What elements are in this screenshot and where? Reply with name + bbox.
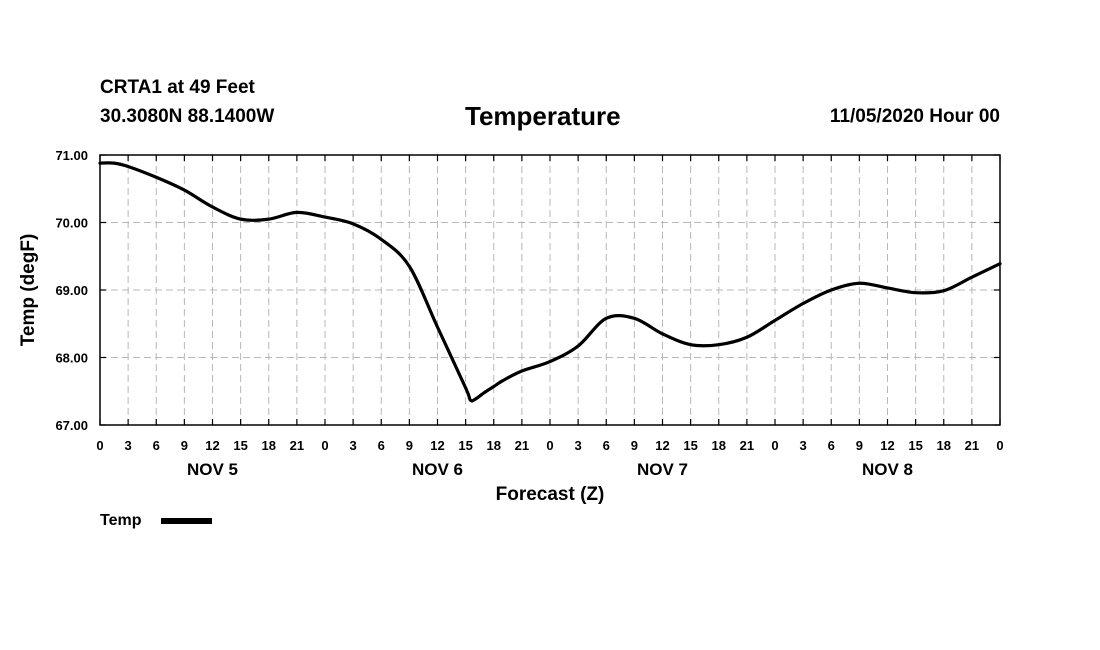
y-tick-label: 67.00 [55, 418, 88, 433]
x-tick-label: 18 [937, 438, 951, 453]
x-axis-title: Forecast (Z) [496, 484, 605, 505]
station-name: CRTA1 at 49 Feet [100, 77, 255, 98]
x-tick-label: 6 [153, 438, 160, 453]
forecast-run-time: 11/05/2020 Hour 00 [829, 106, 1000, 127]
x-tick-label: 0 [771, 438, 778, 453]
series-line-temp [98, 161, 1002, 403]
day-label: NOV 8 [862, 460, 913, 479]
y-tick-label: 68.00 [55, 351, 88, 366]
x-tick-label: 3 [125, 438, 132, 453]
x-tick-label: 3 [800, 438, 807, 453]
day-label: NOV 6 [412, 460, 463, 479]
x-tick-label: 0 [321, 438, 328, 453]
x-tick-label: 18 [262, 438, 276, 453]
x-tick-label: 9 [181, 438, 188, 453]
y-tick-label: 70.00 [55, 216, 88, 231]
x-tick-label: 0 [546, 438, 553, 453]
x-tick-label: 3 [575, 438, 582, 453]
x-tick-label: 15 [233, 438, 247, 453]
x-tick-label: 3 [350, 438, 357, 453]
x-tick-label: 12 [205, 438, 219, 453]
y-tick-label: 69.00 [55, 283, 88, 298]
x-tick-label: 15 [683, 438, 697, 453]
y-tick-label: 71.00 [55, 148, 88, 163]
x-tick-label: 15 [458, 438, 472, 453]
x-tick-label: 21 [515, 438, 529, 453]
x-tick-label: 9 [406, 438, 413, 453]
x-tick-label: 18 [487, 438, 501, 453]
series-layer [98, 161, 1002, 403]
x-tick-label: 18 [712, 438, 726, 453]
legend-label-temp: Temp [100, 512, 142, 529]
y-axis-title: Temp (degF) [18, 234, 39, 347]
x-tick-label: 9 [856, 438, 863, 453]
x-tick-label: 12 [880, 438, 894, 453]
legend: Temp [100, 512, 212, 529]
axis-labels: 0 3 6 9 12 15 18 21 0 3 6 9 12 15 18 21 0 3 6 9 12 15 18 21 0 3 6 9… [55, 148, 1003, 479]
day-label: NOV 5 [187, 460, 238, 479]
x-tick-label: 6 [378, 438, 385, 453]
x-tick-label: 15 [908, 438, 922, 453]
grid-lines [100, 155, 1000, 425]
x-tick-label: 9 [631, 438, 638, 453]
x-tick-label: 21 [740, 438, 754, 453]
station-coordinates: 30.3080N 88.1400W [100, 106, 275, 127]
axis-ticks [99, 154, 1001, 426]
x-tick-label: 21 [290, 438, 304, 453]
day-label: NOV 7 [637, 460, 688, 479]
x-tick-label: 21 [965, 438, 979, 453]
x-tick-label: 6 [828, 438, 835, 453]
x-tick-label: 6 [603, 438, 610, 453]
x-tick-label: 0 [996, 438, 1003, 453]
x-tick-label: 0 [96, 438, 103, 453]
x-tick-label: 12 [655, 438, 669, 453]
chart-title: Temperature [465, 101, 621, 131]
x-tick-label: 12 [430, 438, 444, 453]
